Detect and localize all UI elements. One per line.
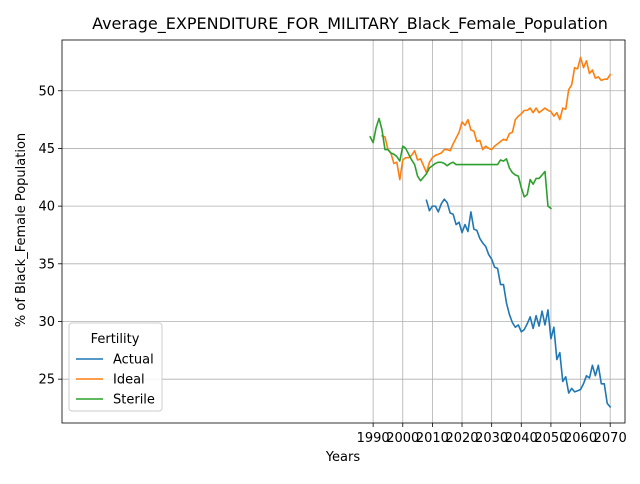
plot-frame [61,39,626,424]
x-tick-label: 2070 [594,431,627,446]
x-tick-label: 2030 [475,431,508,446]
legend-box [68,322,163,412]
y-tick-label: 25 [38,373,55,388]
y-tick-label: 45 [38,142,55,157]
legend-label-actual: Actual [113,353,154,368]
x-tick-label: 2050 [534,431,567,446]
x-tick-label: 1990 [357,431,390,446]
legend-label-sterile: Sterile [113,393,155,408]
y-tick-label: 30 [38,315,55,330]
y-tick-label: 40 [38,200,55,215]
x-tick-label: 2000 [386,431,419,446]
series-line-actual [425,198,612,408]
legend-label-ideal: Ideal [113,373,145,388]
legend-title: Fertility [91,332,140,347]
chart-title: Average_EXPENDITURE_FOR_MILITARY_Black_F… [92,14,608,34]
x-tick-label: 2010 [416,431,449,446]
x-tick-label: 2040 [505,431,538,446]
legend: Fertility Actual Ideal Sterile [68,322,163,412]
x-tick-label: 2020 [445,431,478,446]
series-lines [369,56,612,408]
series-line-sterile [369,117,553,210]
grid-lines [62,40,625,423]
x-tick-label: 2060 [564,431,597,446]
legend-entries: Actual Ideal Sterile [76,353,155,408]
x-axis-label: Years [325,450,361,465]
y-tick-label: 35 [38,257,55,272]
y-axis-label: % of Black_Female Population [14,133,29,327]
y-tick-label: 50 [38,84,55,99]
series-line-ideal [380,56,612,181]
